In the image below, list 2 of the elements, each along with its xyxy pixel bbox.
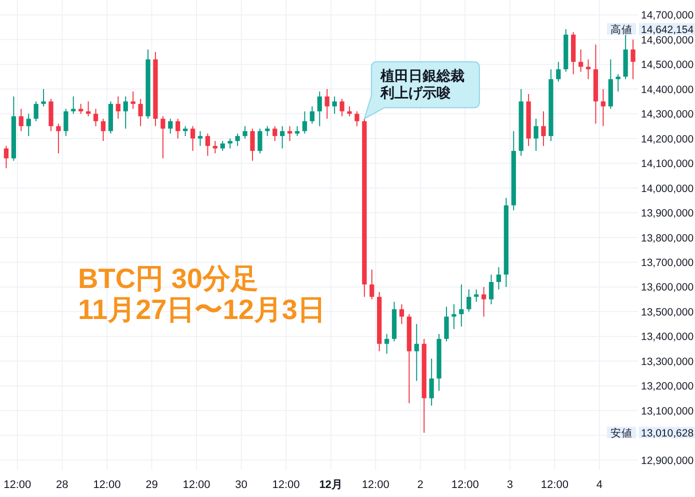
title: BTC円 30分足 11月27日〜12月3日 [78, 263, 326, 325]
annotation: 植田日銀総裁利上げ示唆 [379, 68, 464, 101]
